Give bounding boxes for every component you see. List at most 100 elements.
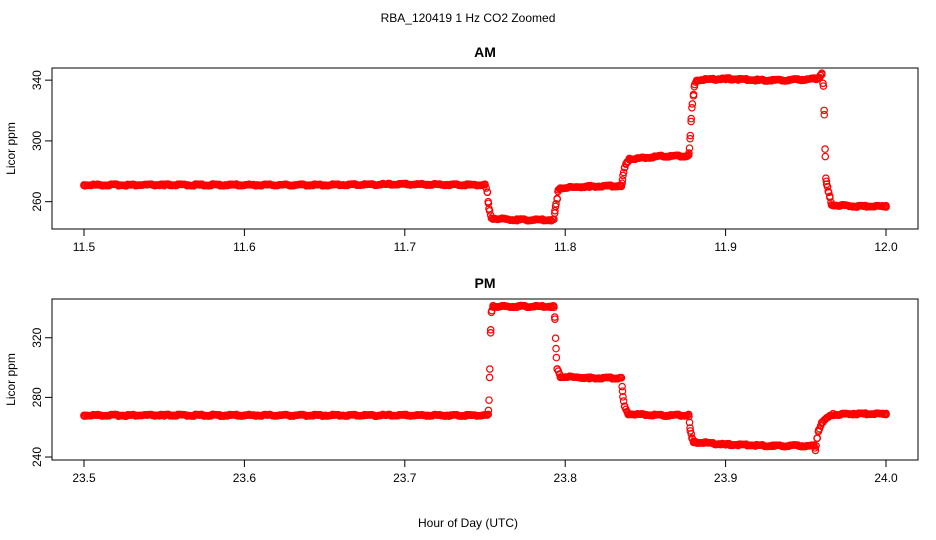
am-x-tick-label: 11.7 xyxy=(394,240,417,254)
am-data-point xyxy=(690,82,699,91)
pm-data-point xyxy=(619,393,627,401)
am-data-point xyxy=(816,71,825,80)
pm-plot-frame xyxy=(51,298,919,461)
pm-data-point xyxy=(489,301,497,310)
pm-data-point xyxy=(618,382,626,391)
pm-data-point xyxy=(685,418,694,427)
pm-data-point xyxy=(80,412,88,420)
pm-data-point xyxy=(684,410,693,419)
am-data-point xyxy=(686,134,694,143)
am-data-point xyxy=(585,183,594,192)
figure-title: RBA_120419 1 Hz CO2 Zoomed xyxy=(381,11,556,25)
pm-data-point xyxy=(485,396,493,404)
am-x-tick-label: 11.9 xyxy=(714,240,737,254)
am-data-point xyxy=(822,177,831,186)
am-data-point xyxy=(688,100,697,108)
am-plot-frame xyxy=(51,67,919,230)
am-x-tick-label: 11.5 xyxy=(73,240,96,254)
am-data-point xyxy=(689,92,698,100)
am-x-tick-label: 11.6 xyxy=(233,240,256,254)
x-axis-label: Hour of Day (UTC) xyxy=(418,516,518,530)
pm-data-point xyxy=(689,438,698,447)
pm-data-point xyxy=(551,334,560,343)
am-data-point xyxy=(484,197,493,206)
pm-data-points xyxy=(80,301,890,455)
am-data-point xyxy=(820,106,828,115)
am-y-tick-label: 300 xyxy=(30,131,44,151)
am-data-point xyxy=(688,104,696,112)
pm-data-point xyxy=(618,387,627,395)
pm-panel-title: PM xyxy=(475,275,496,291)
pm-data-point xyxy=(552,353,561,362)
pm-data-point xyxy=(814,426,823,434)
am-data-point xyxy=(625,154,634,163)
am-data-point xyxy=(785,76,794,84)
am-data-points xyxy=(80,69,890,225)
pm-x-tick-label: 23.9 xyxy=(714,471,738,485)
pm-data-point xyxy=(486,328,495,337)
am-data-point xyxy=(827,201,836,209)
am-y-tick-label: 340 xyxy=(30,70,44,90)
pm-x-tick-label: 23.6 xyxy=(233,471,257,485)
am-data-point xyxy=(721,75,730,84)
pm-data-point xyxy=(686,427,695,435)
am-data-point xyxy=(553,195,561,203)
am-data-point xyxy=(240,181,249,190)
am-data-point xyxy=(619,168,628,177)
pm-data-point xyxy=(585,374,594,383)
am-panel: AM Licor ppm 11.5 11.6 11.7 11.8 11.9 12.0 260 30… xyxy=(4,44,919,254)
am-data-point xyxy=(819,82,828,90)
pm-data-point xyxy=(400,411,409,420)
pm-data-point xyxy=(721,441,730,449)
pm-data-point xyxy=(829,409,837,418)
pm-data-point xyxy=(552,344,560,353)
am-data-point xyxy=(685,144,694,152)
am-x-tick-label: 12.0 xyxy=(874,240,898,254)
am-data-point xyxy=(820,110,829,119)
am-data-point xyxy=(618,179,626,188)
am-data-point xyxy=(400,180,409,188)
am-data-point xyxy=(850,202,858,211)
pm-data-point xyxy=(160,412,169,420)
am-y-tick-label: 260 xyxy=(30,191,44,211)
am-data-point xyxy=(826,193,834,202)
am-data-point xyxy=(619,171,627,180)
pm-data-point xyxy=(620,402,629,410)
pm-data-point xyxy=(813,434,821,443)
am-data-point xyxy=(551,202,560,211)
am-data-point xyxy=(657,151,666,160)
pm-data-point xyxy=(486,365,494,373)
am-data-point xyxy=(687,117,695,126)
pm-data-point xyxy=(484,410,493,419)
am-data-point xyxy=(513,215,521,223)
pm-data-point xyxy=(810,442,818,450)
pm-data-point xyxy=(769,442,778,451)
pm-data-point xyxy=(822,414,831,422)
pm-data-point xyxy=(240,411,249,420)
am-data-point xyxy=(485,204,493,213)
am-y-axis-label: Licor ppm xyxy=(4,122,18,175)
am-data-point xyxy=(687,114,696,123)
am-data-point xyxy=(620,163,629,172)
pm-data-point xyxy=(550,303,558,312)
am-data-point xyxy=(821,152,830,161)
am-data-point xyxy=(692,76,701,85)
am-data-point xyxy=(551,206,559,215)
am-data-point xyxy=(882,201,890,210)
pm-data-point xyxy=(623,409,632,417)
am-data-point xyxy=(821,145,829,153)
am-data-point xyxy=(818,69,826,78)
am-data-point xyxy=(556,184,565,192)
pm-data-point xyxy=(818,418,826,427)
am-panel-title: AM xyxy=(474,44,496,60)
am-data-point xyxy=(481,180,489,188)
am-data-point xyxy=(617,182,626,191)
am-data-point xyxy=(482,184,490,192)
pm-data-point xyxy=(484,406,493,415)
pm-data-point xyxy=(485,373,494,382)
am-x-tick-label: 11.8 xyxy=(554,240,577,254)
pm-data-point xyxy=(320,412,329,420)
pm-data-point xyxy=(882,409,890,418)
pm-panel: PM Licor ppm 23.5 23.6 23.7 23.8 23.9 24.0 240 28… xyxy=(4,275,919,485)
am-data-point xyxy=(686,131,695,140)
